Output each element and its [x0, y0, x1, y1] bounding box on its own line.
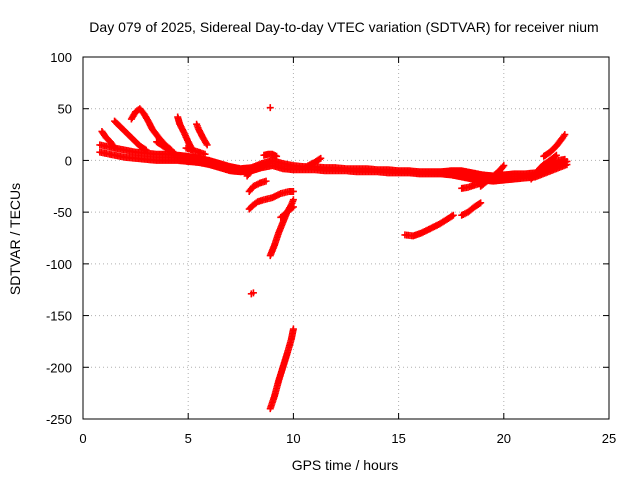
- data-point: [289, 187, 297, 195]
- data-point: [262, 177, 270, 185]
- data-point: [202, 139, 210, 147]
- x-tick-label: 20: [497, 431, 511, 446]
- data-point: [289, 325, 297, 333]
- data-point: [563, 161, 571, 169]
- y-axis-label: SDTVAR / TECUs: [7, 183, 23, 295]
- data-point: [142, 146, 150, 154]
- y-tick-label: 50: [58, 102, 72, 117]
- y-tick-label: -50: [53, 205, 72, 220]
- data-points: [96, 104, 571, 413]
- data-point: [561, 131, 569, 139]
- plot-frame: [82, 56, 610, 420]
- data-point: [449, 211, 457, 219]
- y-tick-label: 100: [50, 50, 72, 65]
- y-tick-label: 0: [65, 153, 72, 168]
- data-point: [477, 199, 485, 207]
- data-point: [499, 163, 507, 171]
- data-point: [141, 145, 149, 153]
- data-point: [317, 154, 325, 162]
- data-point: [172, 150, 180, 158]
- data-point: [266, 104, 274, 112]
- y-axis-ticks: 100 50 0 -50 -100 -150 -200 -250: [46, 50, 609, 427]
- data-point: [110, 143, 118, 151]
- data-point: [249, 289, 257, 297]
- x-axis-label: GPS time / hours: [292, 457, 399, 473]
- data-point: [475, 200, 483, 208]
- x-tick-label: 15: [391, 431, 405, 446]
- x-tick-label: 0: [79, 431, 86, 446]
- data-point: [201, 150, 209, 158]
- y-tick-label: -150: [46, 309, 72, 324]
- data-point: [289, 203, 297, 211]
- x-tick-label: 10: [286, 431, 300, 446]
- x-tick-label: 25: [602, 431, 616, 446]
- y-tick-label: -250: [46, 412, 72, 427]
- data-point: [260, 162, 268, 170]
- x-axis-ticks: 0 5 10 15 20 25: [79, 57, 616, 446]
- data-point: [203, 141, 211, 149]
- data-point: [500, 162, 508, 170]
- data-point: [288, 204, 296, 212]
- x-tick-label: 5: [185, 431, 192, 446]
- data-point: [315, 155, 323, 163]
- data-point: [448, 212, 456, 220]
- grid-lines: [83, 57, 609, 419]
- data-point: [561, 155, 569, 163]
- data-point: [273, 152, 281, 160]
- y-tick-label: -100: [46, 257, 72, 272]
- chart-title: Day 079 of 2025, Sidereal Day-to-day VTE…: [89, 19, 598, 35]
- data-point: [289, 196, 297, 204]
- y-tick-label: -200: [46, 360, 72, 375]
- data-point: [111, 144, 119, 152]
- data-point: [170, 149, 178, 157]
